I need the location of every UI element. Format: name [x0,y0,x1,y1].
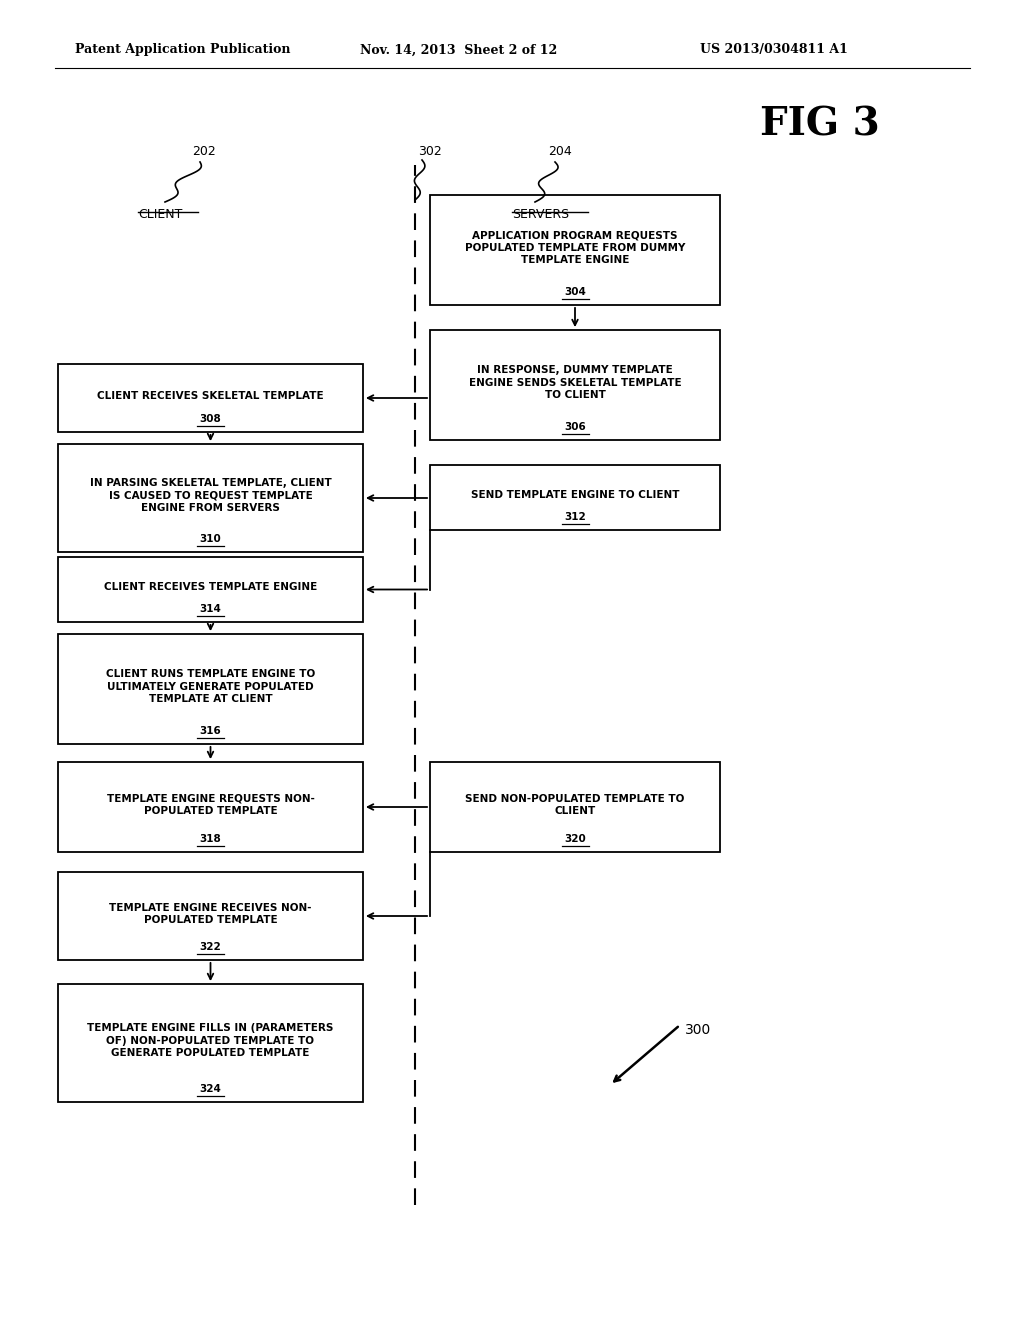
Text: 202: 202 [193,145,216,158]
Text: 312: 312 [564,512,586,521]
Text: TEMPLATE ENGINE RECEIVES NON-
POPULATED TEMPLATE: TEMPLATE ENGINE RECEIVES NON- POPULATED … [110,903,311,925]
Text: SERVERS: SERVERS [512,209,569,220]
Bar [430,465,720,531]
Bar [58,444,362,552]
Bar [58,634,362,744]
Text: APPLICATION PROGRAM REQUESTS
POPULATED TEMPLATE FROM DUMMY
TEMPLATE ENGINE: APPLICATION PROGRAM REQUESTS POPULATED T… [465,231,685,265]
Text: US 2013/0304811 A1: US 2013/0304811 A1 [700,44,848,57]
Text: 318: 318 [200,834,221,843]
Bar [58,364,362,432]
Text: SEND TEMPLATE ENGINE TO CLIENT: SEND TEMPLATE ENGINE TO CLIENT [471,490,679,500]
Text: FIG 3: FIG 3 [760,106,880,144]
Text: CLIENT RECEIVES TEMPLATE ENGINE: CLIENT RECEIVES TEMPLATE ENGINE [103,582,317,593]
Text: 320: 320 [564,834,586,843]
Text: 302: 302 [418,145,441,158]
Text: IN RESPONSE, DUMMY TEMPLATE
ENGINE SENDS SKELETAL TEMPLATE
TO CLIENT: IN RESPONSE, DUMMY TEMPLATE ENGINE SENDS… [469,366,681,400]
Bar [58,762,362,851]
Text: 306: 306 [564,422,586,432]
Text: Patent Application Publication: Patent Application Publication [75,44,291,57]
Text: 314: 314 [200,603,221,614]
Text: 310: 310 [200,533,221,544]
Bar [58,557,362,622]
Text: TEMPLATE ENGINE REQUESTS NON-
POPULATED TEMPLATE: TEMPLATE ENGINE REQUESTS NON- POPULATED … [106,793,314,816]
Text: SEND NON-POPULATED TEMPLATE TO
CLIENT: SEND NON-POPULATED TEMPLATE TO CLIENT [465,793,685,816]
Bar [58,873,362,960]
Text: Nov. 14, 2013  Sheet 2 of 12: Nov. 14, 2013 Sheet 2 of 12 [360,44,557,57]
Text: IN PARSING SKELETAL TEMPLATE, CLIENT
IS CAUSED TO REQUEST TEMPLATE
ENGINE FROM S: IN PARSING SKELETAL TEMPLATE, CLIENT IS … [90,478,332,513]
Bar [430,330,720,440]
Text: TEMPLATE ENGINE FILLS IN (PARAMETERS
OF) NON-POPULATED TEMPLATE TO
GENERATE POPU: TEMPLATE ENGINE FILLS IN (PARAMETERS OF)… [87,1023,334,1059]
Text: 316: 316 [200,726,221,735]
Bar [430,195,720,305]
Text: 322: 322 [200,941,221,952]
Bar [58,983,362,1102]
Text: 204: 204 [548,145,571,158]
Text: CLIENT RECEIVES SKELETAL TEMPLATE: CLIENT RECEIVES SKELETAL TEMPLATE [97,391,324,401]
Text: 304: 304 [564,286,586,297]
Text: CLIENT: CLIENT [138,209,182,220]
Text: CLIENT RUNS TEMPLATE ENGINE TO
ULTIMATELY GENERATE POPULATED
TEMPLATE AT CLIENT: CLIENT RUNS TEMPLATE ENGINE TO ULTIMATEL… [105,669,315,704]
Text: 308: 308 [200,413,221,424]
Bar [430,762,720,851]
Text: 324: 324 [200,1084,221,1094]
Text: 300: 300 [685,1023,712,1038]
